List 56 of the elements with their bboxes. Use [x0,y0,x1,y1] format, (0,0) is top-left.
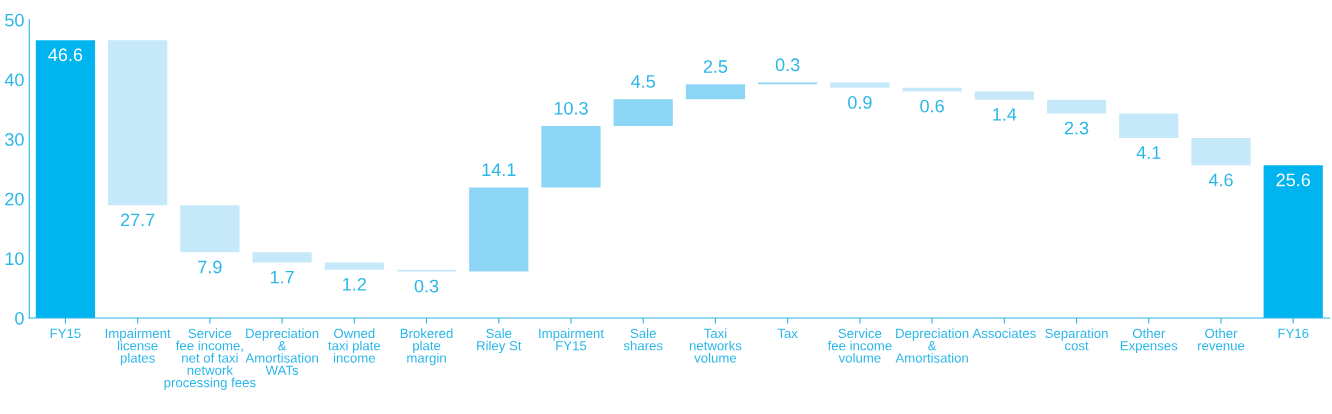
bar [1191,137,1251,166]
bar [830,82,890,88]
data-label: 4.6 [1208,173,1233,187]
x-tick-label: Sale shares [623,328,663,351]
data-label: 1.2 [343,277,366,291]
data-label: 1.4 [993,108,1017,121]
bar [974,91,1034,100]
y-tick-label: 30 [5,133,24,146]
data-label: 4.1 [1136,146,1161,159]
x-tick-label: FY16 [1278,328,1309,339]
x-tick-label: Sale Riley St [477,328,522,353]
x-tick-label: Other revenue [1198,328,1245,351]
data-label: 0.3 [775,58,800,72]
bar [1119,113,1179,138]
data-label: 1.7 [270,270,294,284]
data-label: 2.5 [703,60,728,73]
data-label: 0.9 [848,96,872,109]
bar [180,205,240,253]
y-tick-label: 50 [5,13,24,27]
y-tick-label: 40 [4,73,24,87]
bar [1263,165,1323,318]
data-label: 14.1 [482,163,516,176]
bar [324,262,384,270]
bar [1046,99,1107,114]
data-label: 0.3 [414,279,439,293]
bar [613,99,673,126]
bar [685,84,746,100]
x-tick-label: Taxi networks volume [689,328,742,363]
data-label: 2.3 [1064,121,1089,135]
bar [252,252,312,263]
data-label: 46.6 [48,48,83,62]
x-tick-label: Impairment license plates [105,328,171,366]
x-tick-label: Separation cost [1045,328,1108,351]
x-tick-label: Impairment FY15 [539,328,604,351]
data-label: 4.5 [631,75,655,88]
bar [108,40,168,206]
y-tick-label: 10 [5,252,24,266]
y-tick-label: 0 [15,311,24,325]
x-tick-label: Service fee income volume [827,328,892,363]
x-tick-label: Other Expenses [1120,328,1178,353]
bar [541,125,601,188]
x-tick-label: Tax [777,328,798,339]
y-tick-label: 20 [5,192,24,206]
data-label: 25.6 [1276,173,1310,187]
x-tick-label: Depreciation & Amortisation WATs [245,328,319,375]
x-tick-label: FY15 [50,328,81,339]
data-label: 7.9 [198,260,222,274]
x-tick-label: Brokered plate margin [400,328,453,366]
x-tick-label: Depreciation & Amortisation [895,328,969,363]
data-label: 10.3 [554,101,588,115]
x-tick-label: Associates [972,328,1036,339]
bar [469,187,529,272]
data-label: 27.7 [120,213,155,227]
bar [35,40,96,318]
data-label: 0.6 [920,99,944,113]
x-tick-label: Owned taxi plate income [328,328,381,363]
